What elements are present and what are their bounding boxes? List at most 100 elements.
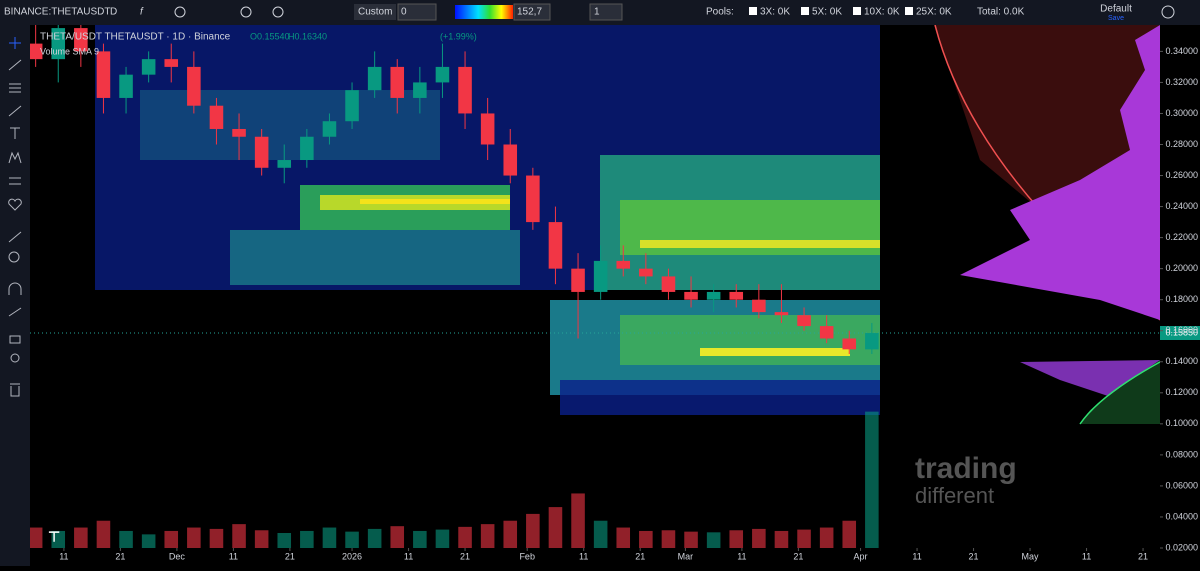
candle-body — [209, 105, 224, 129]
volume-bar — [30, 527, 43, 548]
hide-icon[interactable] — [272, 6, 284, 18]
gradient-value[interactable]: 152,7 — [517, 7, 542, 18]
mode[interactable]: Custom — [358, 7, 392, 18]
candle-body — [729, 291, 744, 300]
volume-bar — [865, 411, 879, 548]
mode-input[interactable] — [397, 3, 437, 21]
volume-bar — [345, 531, 359, 548]
candle-body — [706, 291, 721, 300]
volume-bar — [300, 530, 314, 548]
y-tick-label: 0.18000 — [1165, 294, 1198, 304]
volume-bar — [503, 520, 518, 548]
mode-value[interactable]: 0 — [401, 7, 407, 18]
candle-body — [526, 175, 540, 223]
pool-checkbox[interactable] — [749, 7, 757, 15]
volume-bar — [526, 513, 540, 548]
layers[interactable]: 1 — [594, 7, 600, 18]
volume-bar — [96, 520, 111, 548]
y-tick-label: 0.12000 — [1165, 387, 1198, 397]
settings-icon[interactable] — [174, 6, 186, 18]
candle-body — [503, 144, 518, 176]
mode-select[interactable] — [354, 4, 396, 20]
watermark-line2: different — [915, 483, 994, 508]
y-tick-label: 0.10000 — [1165, 418, 1198, 428]
candle-body — [661, 276, 676, 292]
y-tick-label: 0.02000 — [1165, 542, 1198, 552]
gradient-input[interactable] — [513, 3, 551, 21]
volume-bar — [119, 530, 133, 548]
y-tick-label: 0.34000 — [1165, 46, 1198, 56]
candle-body — [616, 260, 631, 269]
candle-body — [548, 222, 563, 269]
candle-body — [187, 66, 201, 106]
x-tick-label: 11 — [59, 551, 68, 561]
x-tick-label: 11 — [404, 551, 413, 561]
candle-body — [119, 74, 133, 98]
save[interactable]: Save — [1108, 15, 1124, 22]
candle-body — [819, 326, 834, 339]
logo[interactable]: ⊤ — [48, 529, 60, 545]
candle-body — [277, 160, 292, 168]
y-tick-label: 0.16000 — [1165, 325, 1198, 335]
interval[interactable]: D — [110, 7, 117, 18]
volume-bar — [661, 530, 676, 548]
candle-body — [413, 82, 427, 98]
pool-checkbox[interactable] — [801, 7, 809, 15]
y-tick-label: 0.22000 — [1165, 232, 1198, 242]
volume-bar — [729, 530, 744, 548]
layout-name[interactable]: Default — [1100, 4, 1132, 15]
settings-gear[interactable] — [1161, 5, 1175, 19]
volume-bar — [413, 530, 427, 548]
legend-open: O0.15540 — [250, 31, 290, 41]
y-tick-label: 0.06000 — [1165, 480, 1198, 490]
pool-value: 10X: 0K — [864, 7, 900, 18]
volume-bar — [187, 527, 201, 548]
x-tick-label: Dec — [169, 551, 186, 561]
legend-title: THETA/USDT THETAUSDT · 1D · Binance — [40, 32, 231, 43]
volume-bar — [639, 530, 653, 548]
volume-bar — [435, 529, 450, 548]
pool-checkbox[interactable] — [853, 7, 861, 15]
x-tick-label: 2026 — [342, 551, 362, 561]
x-tick-label: 11 — [1082, 551, 1091, 561]
volume-bar — [706, 532, 721, 548]
volume-bar — [616, 527, 631, 548]
gradient-bar[interactable] — [455, 5, 513, 19]
symbol[interactable]: BINANCE:THETAUSDT — [4, 7, 111, 18]
pool-value: 5X: 0K — [812, 7, 842, 18]
candle-body — [774, 312, 789, 316]
legend-high: H0.16340 — [288, 31, 327, 41]
candle-body — [30, 43, 43, 60]
legend-change: (+1.99%) — [440, 31, 477, 41]
candle-body — [458, 66, 472, 114]
x-tick-label: 21 — [460, 551, 470, 561]
volume-bar — [797, 529, 811, 548]
layers-input[interactable] — [589, 3, 623, 21]
x-tick-label: 21 — [1138, 551, 1148, 561]
candle-body — [74, 28, 88, 52]
candle-body — [865, 333, 879, 350]
y-tick-label: 0.32000 — [1165, 77, 1198, 87]
volume-bar — [752, 528, 766, 548]
watermark-line1: trading — [915, 452, 1017, 485]
indicators-icon[interactable]: f — [140, 7, 144, 18]
pool-value: 3X: 0K — [760, 7, 790, 18]
volume-bar — [684, 531, 698, 548]
x-tick-label: 11 — [579, 551, 588, 561]
x-tick-label: 21 — [969, 551, 979, 561]
volume-bar — [322, 527, 337, 548]
x-tick-label: 11 — [912, 551, 921, 561]
volume-bar — [819, 527, 834, 548]
refresh-icon[interactable] — [240, 6, 252, 18]
candle-body — [141, 59, 156, 75]
volume-bar — [254, 530, 269, 548]
pool-checkbox[interactable] — [905, 7, 913, 15]
candle-body — [480, 113, 495, 145]
volume-profile — [934, 24, 1161, 425]
y-tick-label: 0.24000 — [1165, 201, 1198, 211]
volume-bar — [593, 520, 608, 548]
candle-body — [300, 136, 314, 161]
drawing-tools[interactable] — [8, 37, 22, 397]
candle-body — [797, 315, 811, 327]
volume-bar — [571, 493, 585, 548]
